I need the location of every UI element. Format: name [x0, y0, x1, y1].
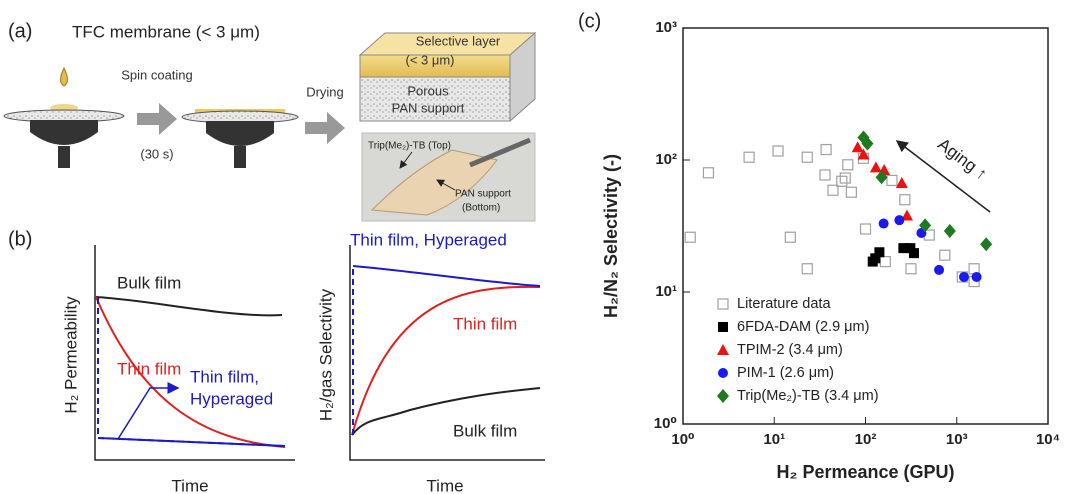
data-point: [852, 141, 864, 152]
data-point: [821, 145, 831, 155]
data-point: [874, 247, 884, 257]
curve-label: Bulk film: [117, 273, 181, 292]
data-point: [887, 175, 897, 185]
curve-label: Thin film, Hyperaged: [350, 230, 507, 249]
arrow: [137, 103, 177, 135]
data-point: [820, 170, 830, 180]
curve-label: Bulk film: [453, 421, 517, 440]
data-point: [900, 195, 910, 205]
x-tick-label: 10³: [946, 431, 968, 448]
shaft: [58, 146, 70, 168]
pointer: [118, 388, 178, 439]
legend-marker: [717, 389, 729, 403]
data-point: [972, 272, 982, 282]
data-point: [940, 250, 950, 260]
figure: (a) TFC membrane (< 3 μm) Spin coating (…: [0, 0, 1069, 494]
x-tick-label: 10²: [855, 431, 877, 448]
panel-label: (c): [578, 10, 601, 32]
data-point: [843, 160, 853, 170]
data-point: [685, 232, 695, 242]
data-point: [896, 177, 908, 188]
x-axis-label: Time: [426, 476, 463, 494]
data-point: [909, 248, 919, 258]
photo-label: Trip(Me₂)-TB (Top): [368, 141, 451, 152]
layer-label: (< 3 μm): [405, 52, 454, 67]
panel-label: (a): [8, 20, 32, 42]
legend-marker: [718, 368, 728, 378]
data-point: [934, 265, 944, 275]
data-point: [980, 237, 992, 251]
x-axis-label: H₂ Permeance (GPU): [776, 462, 954, 482]
data-point: [703, 168, 713, 178]
layer-label: Selective layer: [416, 33, 501, 48]
data-point: [880, 257, 890, 267]
data-point: [906, 264, 916, 274]
data-point: [802, 264, 812, 274]
panel-title: TFC membrane (< 3 μm): [72, 22, 260, 41]
arrow: [305, 112, 345, 144]
chuck: [206, 121, 274, 146]
droplet: [61, 68, 68, 86]
data-point: [744, 152, 754, 162]
x-axis-label: Time: [171, 476, 208, 494]
y-axis-label: H₂/gas Selectivity: [316, 288, 335, 421]
y-tick-label: 10⁰: [654, 415, 677, 432]
legend-marker: [718, 299, 728, 309]
curve: [98, 438, 285, 446]
curve-label: Thin film: [453, 314, 517, 333]
data-point: [959, 272, 969, 282]
data-point: [846, 187, 856, 197]
y-tick-label: 10²: [655, 151, 677, 168]
legend-marker: [718, 322, 728, 332]
curve: [352, 287, 540, 435]
legend-marker: [717, 344, 729, 355]
data-point: [879, 219, 889, 229]
data-point: [840, 173, 850, 183]
scatter-chart: 10⁰ 10¹ 10² 10³ 10⁴ 10⁰ 10¹ 10² 10³ H₂ Permeance …: [601, 19, 1060, 482]
x-tick-label: 10⁴: [1036, 431, 1060, 448]
y-tick-label: 10³: [655, 19, 677, 36]
y-axis-label: H₂ Permeability: [61, 296, 80, 414]
x-tick-label: 10¹: [763, 431, 785, 448]
curve: [353, 266, 540, 286]
step-label: Spin coating: [121, 67, 193, 82]
panel-label: (b): [8, 228, 32, 250]
curve: [96, 297, 282, 315]
data-point: [802, 152, 812, 162]
layer-label: Porous: [407, 83, 449, 98]
data-point: [894, 215, 904, 225]
legend-label: Literature data: [737, 296, 831, 312]
step-label: Drying: [306, 84, 344, 99]
data-point: [861, 224, 871, 234]
spin-coater-1: [4, 68, 124, 168]
data-point: [944, 224, 956, 238]
legend-label: Trip(Me₂)-TB (3.4 μm): [737, 388, 879, 404]
chuck: [30, 120, 98, 145]
y-axis-label: H₂/N₂ Selectivity (-): [601, 154, 621, 318]
layer-label: PAN support: [392, 100, 465, 115]
data-point: [868, 257, 878, 267]
curve-label: Thin film: [117, 359, 181, 378]
curve-label: Thin film,: [190, 367, 259, 386]
curve-label: Hyperaged: [190, 389, 273, 408]
legend-label: PIM-1 (2.6 μm): [737, 365, 834, 381]
step-note: (30 s): [140, 146, 173, 161]
legend-label: 6FDA-DAM (2.9 μm): [737, 319, 869, 335]
data-point: [785, 232, 795, 242]
shaft: [234, 146, 246, 168]
spin-coater-2: [182, 109, 298, 168]
y-tick-label: 10¹: [655, 283, 677, 300]
data-point: [870, 161, 882, 172]
x-tick-label: 10⁰: [671, 431, 694, 448]
photo-label: (Bottom): [462, 203, 500, 214]
legend-label: TPIM-2 (3.4 μm): [737, 342, 843, 358]
photo-label: PAN support: [455, 189, 511, 200]
data-point: [773, 146, 783, 156]
